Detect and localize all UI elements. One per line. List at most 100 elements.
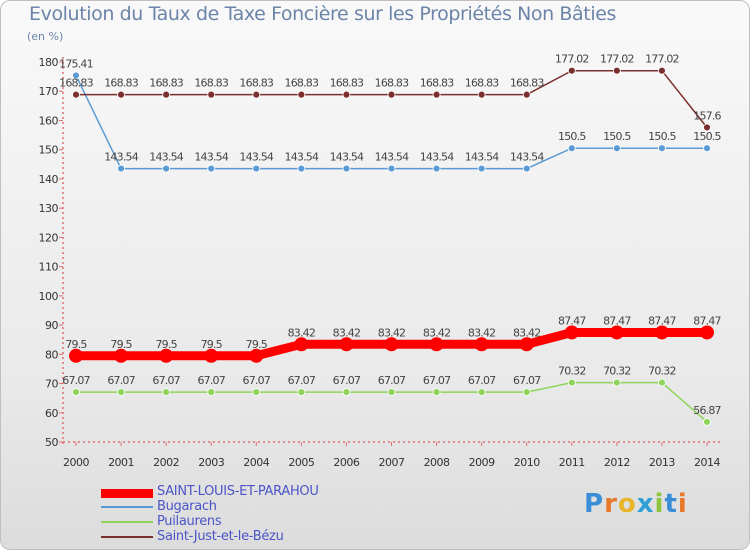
data-label: 157.6	[693, 109, 721, 122]
data-label: 168.83	[104, 77, 138, 90]
legend-swatch-saint-just	[101, 536, 153, 538]
data-label: 79.5	[65, 338, 87, 351]
data-point	[432, 388, 441, 397]
data-point	[297, 388, 306, 397]
data-label: 143.54	[330, 151, 364, 164]
data-label: 67.07	[378, 374, 406, 387]
data-point	[612, 144, 621, 153]
data-label: 83.42	[333, 326, 361, 339]
data-label: 168.83	[465, 77, 499, 90]
x-tick-label: 2004	[243, 456, 269, 469]
data-point	[703, 123, 711, 132]
series-1	[72, 71, 711, 173]
data-label: 87.47	[558, 314, 586, 327]
data-point	[69, 348, 83, 363]
data-point	[72, 90, 80, 99]
legend-swatch-saint-louis	[101, 489, 153, 498]
data-point	[117, 90, 125, 99]
data-label: 143.54	[510, 151, 544, 164]
y-tick-label: 160	[39, 114, 59, 127]
data-point	[522, 388, 531, 397]
series-0	[69, 325, 714, 363]
data-point	[117, 164, 125, 173]
data-label: 168.83	[59, 77, 93, 90]
legend-label-saint-just: Saint-Just-et-le-Bézu	[157, 529, 284, 544]
proxiti-logo: Proxiti	[584, 489, 688, 519]
data-label: 67.07	[513, 374, 541, 387]
data-point	[567, 66, 576, 75]
data-label: 67.07	[62, 374, 90, 387]
x-tick-label: 2001	[108, 456, 134, 469]
data-point	[658, 378, 666, 387]
data-label: 168.83	[375, 77, 409, 90]
data-point	[342, 388, 351, 397]
data-point	[432, 90, 441, 99]
data-point	[567, 144, 576, 153]
data-point	[522, 90, 531, 99]
data-point	[432, 164, 441, 173]
data-point	[207, 90, 216, 99]
data-point	[567, 378, 576, 387]
data-label: 168.83	[510, 77, 544, 90]
data-point	[477, 90, 486, 99]
data-label: 67.07	[468, 374, 496, 387]
data-point	[114, 348, 129, 363]
data-point	[162, 388, 171, 397]
data-label: 87.47	[693, 314, 721, 327]
data-point	[342, 164, 351, 173]
data-point	[700, 325, 714, 340]
data-point	[159, 348, 174, 363]
data-point	[207, 164, 216, 173]
data-point	[658, 144, 666, 153]
x-tick-label: 2013	[649, 456, 675, 469]
legend-swatch-puilaurens	[101, 521, 153, 523]
data-point	[429, 337, 444, 352]
x-tick-label: 2007	[379, 456, 405, 469]
data-point	[117, 388, 125, 397]
logo-letter: x	[636, 489, 655, 519]
data-point	[297, 90, 306, 99]
y-tick-label: 130	[39, 202, 59, 215]
data-point	[612, 66, 621, 75]
data-label: 175.41	[59, 57, 93, 70]
data-label: 168.83	[330, 77, 364, 90]
series-layer	[69, 66, 714, 426]
data-point	[252, 90, 261, 99]
data-label: 177.02	[555, 53, 589, 66]
y-tick-label: 110	[39, 261, 59, 274]
data-point	[522, 164, 531, 173]
data-label: 70.32	[603, 365, 631, 378]
data-label: 143.54	[149, 151, 183, 164]
data-point	[387, 90, 396, 99]
y-tick-label: 80	[45, 348, 58, 361]
data-point	[294, 337, 309, 352]
y-tick-label: 70	[45, 378, 58, 391]
data-point	[297, 164, 306, 173]
data-label: 168.83	[420, 77, 454, 90]
x-tick-label: 2009	[469, 456, 495, 469]
logo-letter: r	[604, 489, 618, 519]
series-2	[72, 378, 711, 426]
data-label: 83.42	[378, 326, 406, 339]
data-point	[207, 388, 216, 397]
x-tick-label: 2010	[514, 456, 540, 469]
logo-letter: i	[677, 489, 688, 519]
y-tick-label: 180	[39, 56, 59, 69]
x-tick-label: 2014	[694, 456, 720, 469]
x-tick-label: 2012	[604, 456, 630, 469]
y-tick-label: 170	[39, 85, 59, 98]
data-label: 143.54	[420, 151, 454, 164]
y-tick-label: 60	[45, 407, 58, 420]
series-3	[72, 66, 711, 132]
y-tick-label: 120	[39, 231, 59, 244]
data-point	[339, 337, 354, 352]
data-point	[249, 348, 264, 363]
data-label: 67.07	[107, 374, 135, 387]
data-point	[519, 337, 534, 352]
data-label: 56.87	[693, 404, 721, 417]
y-tick-label: 150	[39, 144, 59, 157]
data-label: 143.54	[194, 151, 228, 164]
chart-title: Evolution du Taux de Taxe Foncière sur l…	[29, 3, 617, 25]
data-point	[384, 337, 399, 352]
